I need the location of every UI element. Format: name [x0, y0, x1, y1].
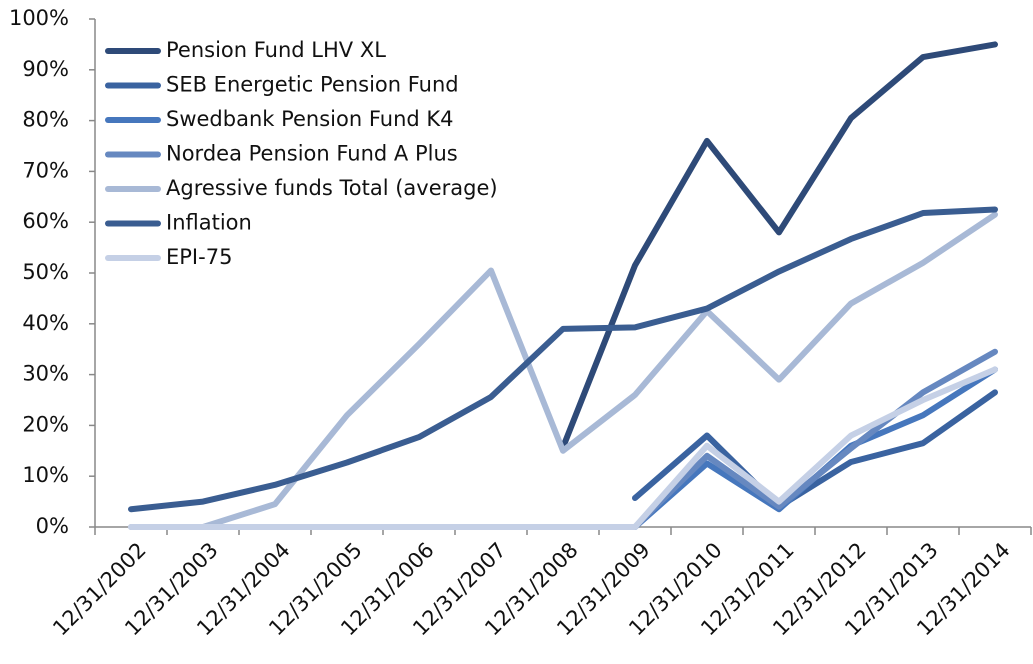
legend-label: Pension Fund LHV XL [166, 38, 386, 62]
series-line [128, 366, 998, 530]
legend-label: Swedbank Pension Fund K4 [166, 107, 454, 131]
series-line [128, 211, 998, 530]
y-tick-label: 20% [22, 412, 69, 436]
y-tick-label: 40% [22, 311, 69, 335]
legend-label: EPI-75 [166, 245, 232, 269]
series-line [632, 389, 998, 510]
y-tick-label: 0% [36, 514, 69, 538]
y-tick-label: 80% [22, 108, 69, 132]
series-line [128, 206, 998, 513]
y-tick-label: 70% [22, 158, 69, 182]
y-tick-label: 100% [9, 6, 69, 30]
series-line [632, 348, 998, 530]
legend-label: Agressive funds Total (average) [166, 176, 498, 200]
legend-label: Inflation [166, 211, 252, 235]
y-tick-label: 30% [22, 362, 69, 386]
series-line [560, 41, 998, 451]
legend-label: Nordea Pension Fund A Plus [166, 142, 458, 166]
y-tick-label: 90% [22, 57, 69, 81]
y-tick-label: 50% [22, 260, 69, 284]
legend-label: SEB Energetic Pension Fund [166, 73, 459, 97]
y-tick-label: 60% [22, 209, 69, 233]
y-tick-label: 10% [22, 463, 69, 487]
